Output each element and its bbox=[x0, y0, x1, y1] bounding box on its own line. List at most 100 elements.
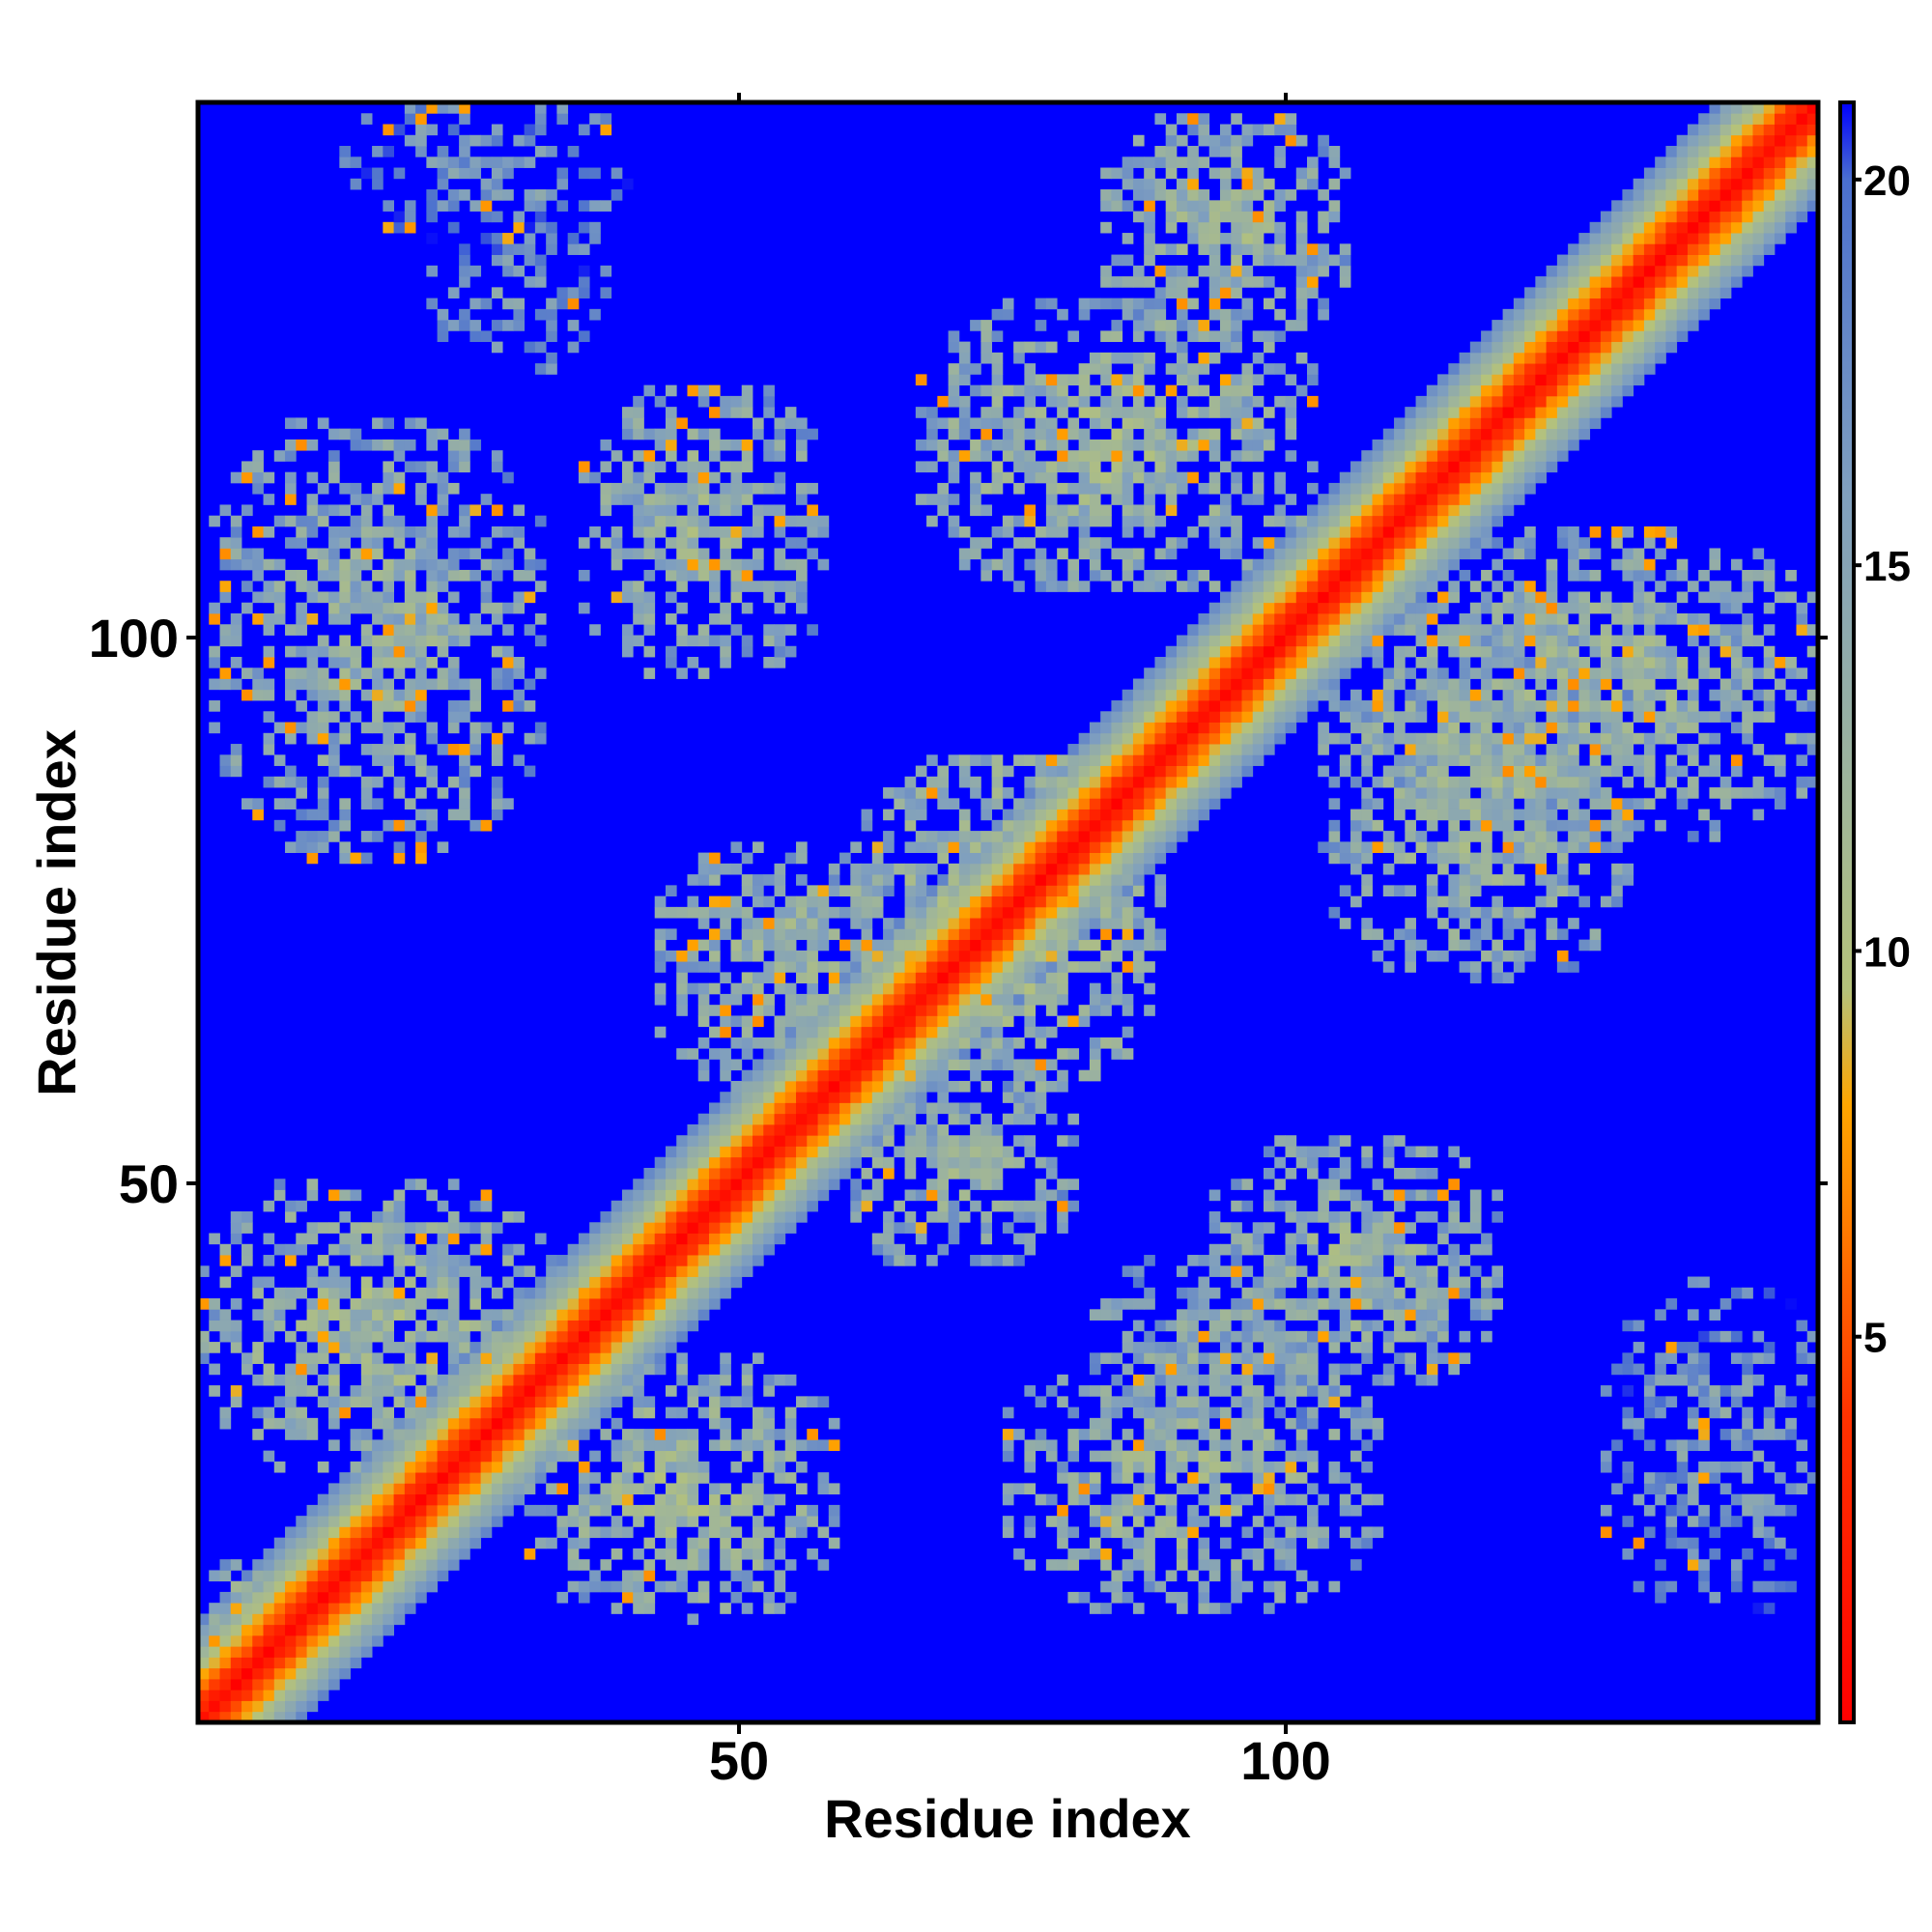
heatmap-cell bbox=[774, 1037, 786, 1049]
heatmap-cell bbox=[720, 1439, 731, 1452]
heatmap-cell bbox=[1198, 657, 1210, 668]
heatmap-cell bbox=[1263, 1396, 1275, 1408]
heatmap-cell bbox=[1600, 668, 1612, 679]
heatmap-cell bbox=[643, 1429, 656, 1440]
heatmap-cell bbox=[861, 1037, 873, 1049]
heatmap-cell bbox=[1742, 722, 1753, 734]
heatmap-cell bbox=[1676, 787, 1689, 799]
heatmap-cell bbox=[970, 1005, 981, 1016]
heatmap-cell bbox=[1426, 776, 1438, 788]
heatmap-cell bbox=[198, 1624, 210, 1636]
heatmap-cell bbox=[1742, 1429, 1753, 1440]
heatmap-cell bbox=[1524, 841, 1536, 853]
heatmap-cell bbox=[534, 1504, 547, 1517]
heatmap-cell bbox=[1176, 1406, 1188, 1419]
heatmap-cell bbox=[1100, 711, 1112, 723]
heatmap-cell bbox=[1013, 1113, 1025, 1125]
heatmap-cell bbox=[1459, 939, 1471, 952]
heatmap-cell bbox=[1415, 1243, 1428, 1256]
heatmap-cell bbox=[1589, 645, 1602, 658]
heatmap-cell bbox=[296, 1624, 307, 1636]
heatmap-cell bbox=[817, 1483, 830, 1495]
heatmap-cell bbox=[198, 1298, 210, 1310]
heatmap-cell bbox=[1535, 863, 1548, 875]
heatmap-cell bbox=[1405, 744, 1416, 755]
heatmap-cell bbox=[970, 950, 981, 962]
heatmap-cell bbox=[753, 1559, 764, 1571]
heatmap-cell bbox=[209, 645, 220, 658]
heatmap-cell bbox=[643, 1243, 656, 1256]
heatmap-cell bbox=[643, 645, 656, 658]
heatmap-cell bbox=[665, 906, 677, 919]
heatmap-cell bbox=[1002, 993, 1014, 1006]
heatmap-cell bbox=[459, 678, 470, 691]
heatmap-cell bbox=[1295, 1385, 1308, 1397]
heatmap-cell bbox=[1448, 1255, 1460, 1266]
heatmap-cell bbox=[1382, 776, 1395, 788]
heatmap-cell bbox=[1002, 1222, 1014, 1234]
heatmap-cell bbox=[1469, 972, 1482, 984]
heatmap-cell bbox=[654, 1298, 667, 1310]
heatmap-cell bbox=[665, 1189, 677, 1202]
heatmap-cell bbox=[1285, 711, 1297, 723]
heatmap-cell bbox=[306, 1526, 319, 1539]
heatmap-cell bbox=[1622, 1352, 1634, 1364]
heatmap-cell bbox=[720, 1265, 731, 1277]
heatmap-cell bbox=[1208, 1559, 1221, 1571]
heatmap-cell bbox=[883, 1059, 895, 1071]
heatmap-cell bbox=[317, 754, 329, 766]
heatmap-cell bbox=[1611, 711, 1623, 723]
heatmap-cell bbox=[263, 776, 275, 788]
heatmap-cell bbox=[1198, 1548, 1210, 1560]
heatmap-cell bbox=[285, 1548, 297, 1560]
heatmap-cell bbox=[796, 1167, 808, 1179]
heatmap-cell bbox=[491, 1439, 503, 1452]
heatmap-cell bbox=[263, 1711, 275, 1723]
heatmap-cell bbox=[763, 1374, 775, 1386]
heatmap-cell bbox=[948, 993, 960, 1006]
heatmap-cell bbox=[763, 1429, 775, 1440]
heatmap-cell bbox=[991, 906, 1004, 919]
heatmap-cell bbox=[383, 1374, 394, 1386]
heatmap-cell bbox=[926, 841, 938, 853]
heatmap-cell bbox=[372, 1396, 384, 1408]
heatmap-cell bbox=[360, 1385, 373, 1397]
heatmap-cell bbox=[697, 1015, 710, 1028]
heatmap-cell bbox=[328, 1591, 340, 1604]
heatmap-cell bbox=[676, 1570, 688, 1582]
heatmap-cell bbox=[1730, 1570, 1743, 1582]
heatmap-cell bbox=[1132, 1548, 1145, 1560]
heatmap-cell bbox=[1448, 1363, 1460, 1376]
heatmap-cell bbox=[1307, 1417, 1319, 1430]
heatmap-cell bbox=[1622, 744, 1634, 755]
heatmap-cell bbox=[1350, 1537, 1362, 1549]
heatmap-cell bbox=[871, 906, 884, 919]
heatmap-cell bbox=[1448, 831, 1460, 842]
heatmap-cell bbox=[1208, 1406, 1221, 1419]
heatmap-cell bbox=[1231, 1309, 1242, 1321]
heatmap-cell bbox=[1622, 863, 1634, 875]
heatmap-cell bbox=[1122, 809, 1134, 821]
heatmap-cell bbox=[383, 1624, 394, 1636]
heatmap-cell bbox=[1492, 1265, 1504, 1277]
heatmap-cell bbox=[317, 1516, 329, 1527]
heatmap-cell bbox=[621, 1255, 634, 1266]
heatmap-cell bbox=[1415, 1167, 1428, 1179]
heatmap-cell bbox=[958, 928, 971, 941]
heatmap-cell bbox=[393, 668, 406, 679]
heatmap-cell bbox=[426, 1265, 439, 1277]
heatmap-cell bbox=[339, 700, 351, 712]
heatmap-cell bbox=[1024, 1015, 1037, 1028]
heatmap-cell bbox=[676, 1243, 688, 1256]
heatmap-cell bbox=[372, 1559, 384, 1571]
heatmap-cell bbox=[1187, 1374, 1199, 1386]
heatmap-cell bbox=[1144, 1417, 1155, 1430]
heatmap-cell bbox=[393, 1570, 406, 1582]
heatmap-cell bbox=[720, 1504, 731, 1517]
heatmap-cell bbox=[491, 744, 503, 755]
heatmap-cell bbox=[687, 1298, 699, 1310]
heatmap-cell bbox=[415, 787, 427, 799]
heatmap-cell bbox=[1763, 1603, 1776, 1614]
heatmap-cell bbox=[1219, 1363, 1232, 1376]
heatmap-cell bbox=[1252, 1483, 1264, 1495]
